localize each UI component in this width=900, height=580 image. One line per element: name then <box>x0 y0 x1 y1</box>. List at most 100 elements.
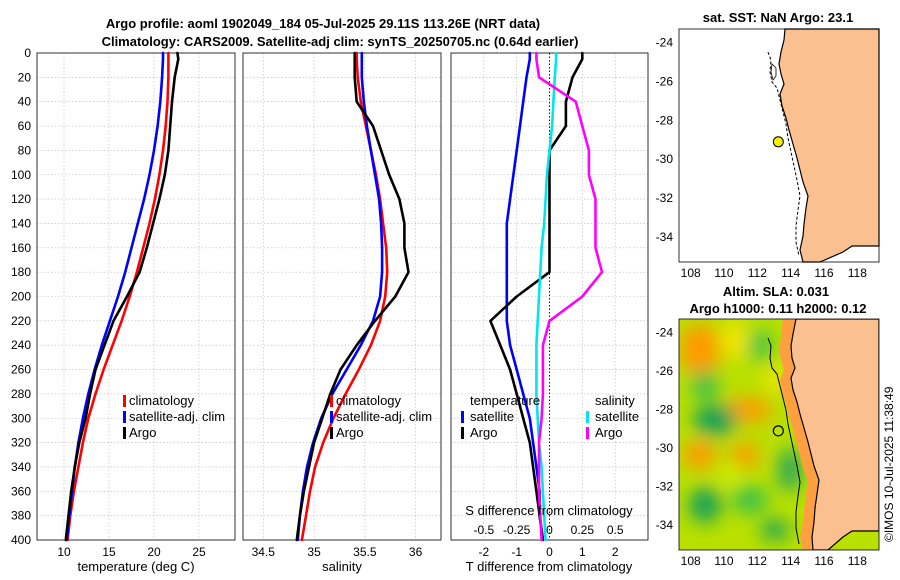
sst-map-frame <box>678 28 880 263</box>
longitude-tick-label: 112 <box>748 266 767 280</box>
temperature-argo-line <box>64 51 180 542</box>
legend-temperature-label: temperature <box>470 393 540 408</box>
legend-swatch-argo <box>123 427 126 439</box>
x-tick-label: -2 <box>478 545 489 559</box>
salinity-tick-labels: 34.5 35 35.5 36 <box>252 545 423 559</box>
legend-sal-argo-label: Argo <box>595 425 622 440</box>
sst-lon-tick-labels: 108 110 112 114 116 118 <box>681 266 868 280</box>
latitude-tick-label: -28 <box>656 402 674 416</box>
x-tick-label: 0 <box>546 545 553 559</box>
x-tick-label: 2 <box>612 545 619 559</box>
s-diff-tick-label: 0.25 <box>571 523 595 537</box>
longitude-tick-label: 118 <box>848 554 867 568</box>
x-tick-label: -1 <box>511 545 522 559</box>
s-diff-tick-label: -0.5 <box>473 523 494 537</box>
depth-tick-labels: 0 20 40 60 80 100 120 140 160 180 200 220 240 260 280 3… <box>11 46 31 547</box>
salinity-difference-tick-labels: -0.5 -0.25 0 0.25 0.5 <box>473 523 623 537</box>
salinity-argo-line <box>295 51 410 542</box>
depth-tick-label: 160 <box>11 241 31 255</box>
longitude-tick-label: 116 <box>814 554 833 568</box>
difference-lines <box>489 51 604 542</box>
sla-map-frame <box>678 318 880 551</box>
x-tick-label: 20 <box>147 545 161 559</box>
sst-lat-tick-labels: -24 -26 -28 -30 -32 -34 <box>656 36 674 244</box>
legend-swatch-temp-satellite <box>461 411 464 423</box>
longitude-tick-label: 110 <box>714 266 733 280</box>
sla-anomaly-blobs <box>680 322 802 540</box>
temperature-legend: climatology satellite-adj. clim Argo <box>123 393 225 440</box>
legend-climatology-label: climatology <box>336 393 402 408</box>
legend-swatch-argo <box>330 427 333 439</box>
sst-map-land <box>778 28 880 263</box>
legend-temp-argo-label: Argo <box>470 425 497 440</box>
difference-tick-labels: -2 -1 0 1 2 <box>478 545 618 559</box>
temperature-panel: 0 20 40 60 80 100 120 140 160 180 200 220 240 260 280 3… <box>11 46 236 574</box>
depth-tick-label: 260 <box>11 363 31 377</box>
s-diff-tick-label: 0 <box>546 523 553 537</box>
latitude-tick-label: -26 <box>656 364 674 378</box>
salinity-axes-frame <box>242 52 442 541</box>
salinity-panel: 34.5 35 35.5 36 salinity climatology satell… <box>242 51 442 574</box>
depth-tick-label: 20 <box>18 70 32 84</box>
depth-tick-label: 40 <box>18 95 32 109</box>
diff-salinity-argo-line <box>535 51 604 542</box>
sst-map-title: sat. SST: NaN Argo: 23.1 <box>703 10 854 25</box>
x-tick-label: 15 <box>102 545 116 559</box>
figure-title-line1: Argo profile: aoml 1902049_184 05-Jul-20… <box>106 16 540 31</box>
x-tick-label: 1 <box>579 545 586 559</box>
latitude-tick-label: -24 <box>656 36 674 50</box>
s-diff-tick-label: 0.5 <box>607 523 624 537</box>
depth-tick-label: 140 <box>11 216 31 230</box>
sla-lat-tick-labels: -24 -26 -28 -30 -32 -34 <box>656 325 674 531</box>
sst-map-shelf-contour <box>767 51 801 257</box>
depth-tick-label: 220 <box>11 314 31 328</box>
legend-swatch-temp-argo <box>461 427 464 439</box>
difference-panel: -2 -1 0 1 2 S difference from climatology -0… <box>450 51 649 574</box>
figure-title-line2: Climatology: CARS2009. Satellite-adj cli… <box>102 34 579 49</box>
temperature-grid <box>37 52 235 541</box>
salinity-grid <box>243 52 441 541</box>
sst-map-panel: sat. SST: NaN Argo: 23.1 -24 -26 -28 -30 -32… <box>656 10 880 280</box>
temperature-lines <box>64 51 180 542</box>
depth-tick-label: 360 <box>11 484 31 498</box>
legend-sal-satellite-label: satellite <box>595 409 639 424</box>
longitude-tick-label: 114 <box>781 266 800 280</box>
latitude-tick-label: -30 <box>656 441 674 455</box>
depth-tick-label: 320 <box>11 436 31 450</box>
depth-tick-label: 120 <box>11 192 31 206</box>
depth-tick-label: 300 <box>11 411 31 425</box>
sla-map-panel: Altim. SLA: 0.031 Argo h1000: 0.11 h2000… <box>656 284 880 568</box>
depth-tick-label: 240 <box>11 338 31 352</box>
sla-field <box>679 319 879 550</box>
salinity-lines <box>295 51 410 542</box>
s-diff-tick-label: -0.25 <box>503 523 531 537</box>
depth-tick-label: 100 <box>11 168 31 182</box>
sla-map-title-line2: Argo h1000: 0.11 h2000: 0.12 <box>689 301 866 316</box>
longitude-tick-label: 108 <box>681 554 701 568</box>
depth-tick-label: 380 <box>11 509 31 523</box>
latitude-tick-label: -32 <box>656 191 674 205</box>
sst-map-bay <box>770 63 777 81</box>
temperature-difference-xlabel: T difference from climatology <box>466 559 633 574</box>
sla-argo-position-marker <box>772 425 784 437</box>
legend-swatch-satellite <box>123 411 126 423</box>
longitude-tick-label: 114 <box>781 554 800 568</box>
depth-tick-label: 280 <box>11 387 31 401</box>
temperature-axes-frame <box>36 52 236 541</box>
legend-swatch-satellite <box>330 411 333 423</box>
salinity-xlabel: salinity <box>322 559 362 574</box>
latitude-tick-label: -30 <box>656 152 674 166</box>
legend-satellite-label: satellite-adj. clim <box>336 409 432 424</box>
legend-climatology-label: climatology <box>129 393 195 408</box>
difference-legend: temperature satellite Argo salinity sate… <box>461 393 639 440</box>
x-tick-label: 35 <box>307 545 321 559</box>
latitude-tick-label: -28 <box>656 113 674 127</box>
sla-shelf-contour <box>767 337 801 545</box>
legend-swatch-climatology <box>123 395 126 407</box>
x-tick-label: 10 <box>57 545 71 559</box>
longitude-tick-label: 110 <box>714 554 733 568</box>
longitude-tick-label: 118 <box>848 266 867 280</box>
x-tick-label: 34.5 <box>252 545 276 559</box>
legend-swatch-climatology <box>330 395 333 407</box>
